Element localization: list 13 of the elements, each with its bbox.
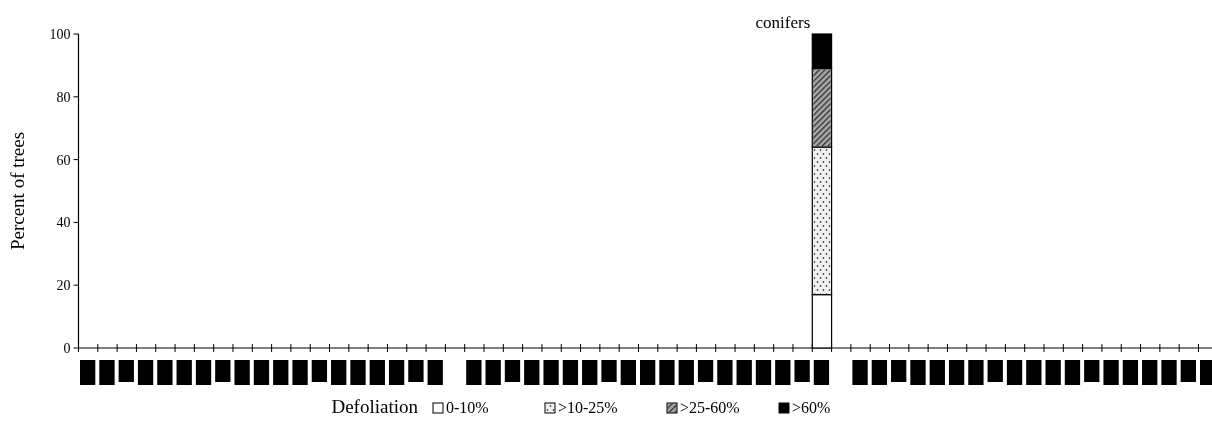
- y-tick-label: 40: [56, 215, 71, 231]
- y-tick-label: 20: [56, 278, 71, 294]
- legend-label: 0-10%: [446, 399, 489, 416]
- y-tick-label: 100: [49, 26, 71, 42]
- y-tick-label: 80: [56, 89, 71, 105]
- text: conifers: [755, 13, 811, 32]
- legend-label: >25-60%: [680, 399, 740, 416]
- y-tick-label: 0: [63, 340, 71, 356]
- x-axis-title: Defoliation: [331, 396, 419, 417]
- y-tick-label: 60: [56, 152, 71, 168]
- legend-label: >60%: [792, 399, 831, 416]
- y-axis-title: Percent of trees: [7, 131, 28, 251]
- legend-label: >10-25%: [558, 399, 618, 416]
